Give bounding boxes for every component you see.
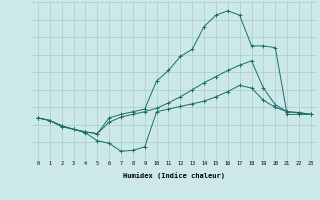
X-axis label: Humidex (Indice chaleur): Humidex (Indice chaleur) bbox=[124, 172, 225, 179]
